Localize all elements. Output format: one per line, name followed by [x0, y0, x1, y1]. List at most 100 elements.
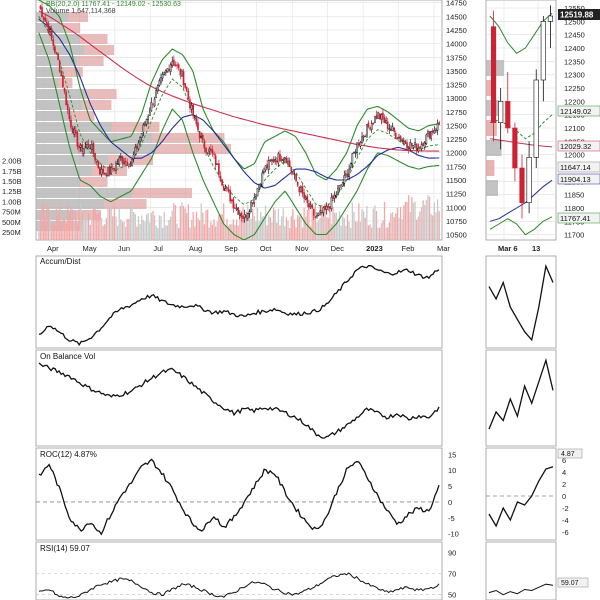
candle-body: [229, 190, 231, 202]
candle-body: [226, 186, 228, 189]
volume-bars: [38, 194, 440, 240]
volume-bar: [379, 227, 381, 240]
candle-body: [89, 147, 92, 150]
accum-dist-label: Accum/Dist: [40, 257, 81, 266]
candle-body: [124, 160, 127, 163]
candle-body: [314, 216, 317, 218]
volume-bar: [147, 213, 149, 240]
volume-bar: [411, 197, 413, 240]
price-tick-label: 13750: [446, 53, 467, 62]
candle-body: [202, 135, 204, 141]
volume-bar: [253, 215, 255, 240]
candle-body: [417, 147, 420, 152]
candle-body: [206, 152, 209, 154]
volume-bar: [38, 222, 40, 240]
volume-bar: [337, 219, 339, 240]
vbp-bar: [80, 34, 108, 44]
volume-bar: [218, 215, 220, 240]
volume-bar: [305, 216, 307, 240]
volume-bar: [192, 211, 194, 240]
candle-body: [200, 135, 203, 138]
volume-bar: [321, 204, 323, 240]
candle-body: [364, 135, 367, 138]
volume-bar: [366, 206, 368, 240]
roc-axis-ticks: -10 -5 0 5 10 15: [448, 450, 459, 538]
volume-bar: [186, 213, 188, 240]
price-tick-label: 12000: [446, 149, 467, 158]
rsi-last-tag: 59.07: [561, 580, 579, 587]
zoom-price-tick-label: 11700: [564, 231, 584, 240]
last-price-tag: 12519.88: [560, 11, 594, 20]
candle-body: [263, 171, 265, 173]
volume-bar: [382, 220, 384, 240]
volume-bar: [120, 219, 122, 240]
vbp-bar: [58, 78, 73, 88]
candle-body: [41, 7, 43, 18]
candle-body: [81, 144, 84, 153]
candle-body: [137, 142, 140, 150]
vbp-bar: [36, 56, 78, 66]
volume-bar: [266, 225, 268, 240]
candle-body: [189, 99, 191, 109]
volume-bar: [261, 216, 263, 240]
candle-body: [221, 179, 223, 186]
volume-bar: [243, 216, 246, 240]
volume-bar: [152, 210, 154, 240]
candle-body: [362, 135, 365, 138]
volume-bar: [153, 215, 156, 240]
candle-body: [275, 160, 278, 163]
volume-bar: [435, 212, 437, 240]
vbp-bar: [36, 199, 104, 209]
rsi-tick-label: 90: [448, 549, 456, 558]
candle-body: [306, 195, 309, 203]
candle-body: [256, 188, 259, 197]
volume-bar: [300, 213, 302, 240]
volume-bar: [39, 211, 42, 240]
candle-body: [351, 153, 354, 165]
volume-bar: [67, 204, 69, 240]
volume-bar: [240, 219, 243, 240]
candle-body: [403, 140, 405, 143]
volume-bar: [284, 226, 286, 240]
volume-bar: [49, 217, 51, 240]
candle-body: [78, 145, 80, 149]
volume-bar: [163, 211, 165, 240]
candle-body: [110, 167, 112, 175]
volume-bar: [215, 226, 217, 240]
ma-other-tag: 11647.14: [560, 163, 591, 172]
rsi-panel: RSI(14) 59.07 50 70 90 59.07: [35, 541, 589, 600]
volume-bar: [282, 208, 284, 240]
rsi-line: [38, 572, 440, 599]
volume-bar: [329, 207, 331, 240]
roc-zoom-tick-label: 2: [562, 480, 566, 489]
zoom-price-tick-label: 12000: [564, 151, 585, 160]
volume-bar: [71, 209, 74, 240]
candle-body: [97, 160, 100, 169]
volume-bar: [388, 222, 390, 240]
volume-bar: [234, 225, 236, 240]
roc-tick-label: 10: [448, 466, 456, 475]
candle-body: [353, 151, 355, 154]
price-tick-label: 14000: [446, 40, 467, 49]
volume-bar: [46, 203, 48, 240]
candle-body: [433, 129, 436, 134]
volume-bar: [271, 222, 273, 240]
volume-bar: [369, 224, 371, 240]
candle-body: [242, 216, 244, 219]
price-tick-label: 11250: [446, 190, 466, 199]
volume-bar: [142, 219, 144, 240]
candle-body: [139, 137, 141, 143]
candle-body: [79, 144, 82, 148]
candle-body: [68, 109, 71, 120]
volume-bar: [309, 225, 312, 240]
price-tick-label: 11750: [446, 162, 466, 171]
candle-body: [396, 137, 399, 140]
volume-bar: [436, 199, 439, 240]
volume-bar: [55, 209, 58, 240]
vbp-bar: [36, 78, 59, 88]
main-price-panel: 10500 10750 11000 11250 11500 11750 12000 12250…: [2, 0, 467, 253]
volume-bar: [211, 224, 214, 240]
candle-body: [367, 122, 370, 127]
volume-bar: [398, 217, 400, 240]
volume-tick-label: 500M: [2, 218, 21, 227]
